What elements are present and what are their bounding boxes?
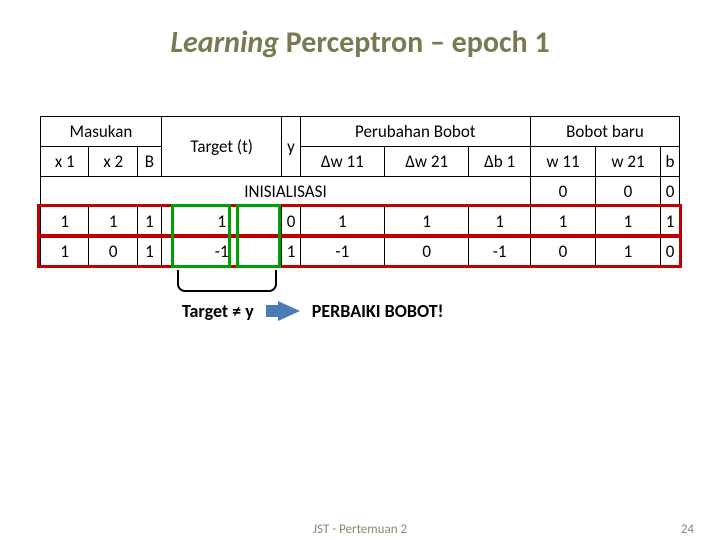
init-w11: 0 [530,177,595,207]
r1-dw11: -1 [300,237,384,267]
r1-x2: 0 [89,237,137,267]
r1-y: 1 [282,237,300,267]
r0-y: 0 [282,207,300,237]
hdr-db1: Δb 1 [469,147,531,177]
r0-x1: 1 [41,207,89,237]
hdr-w21: w 21 [595,147,660,177]
r0-w11: 1 [530,207,595,237]
note-row: Target ≠ y PERBAIKI BOBOT! [182,300,444,322]
note-right: PERBAIKI BOBOT! [312,300,444,322]
hdr-y: y [282,117,300,177]
hdr-w11: w 11 [530,147,595,177]
footer-page: 24 [681,522,694,537]
hdr-target: Target (t) [161,117,282,177]
hdr-bobot-baru: Bobot baru [530,117,679,147]
hdr-dw21: Δw 21 [384,147,468,177]
r0-b: 1 [661,207,680,237]
hdr-masukan: Masukan [41,117,162,147]
title-italic: Learning [170,24,279,61]
note-left: Target ≠ y [182,300,254,322]
hdr-perubahan: Perubahan Bobot [300,117,530,147]
perceptron-table: Masukan Target (t) y Perubahan Bobot Bob… [40,116,680,267]
init-label: INISIALISASI [41,177,531,207]
r1-w21: 1 [595,237,660,267]
r0-x2: 1 [89,207,137,237]
hdr-b: b [661,147,680,177]
r0-w21: 1 [595,207,660,237]
r1-dw21: 0 [384,237,468,267]
bracket-icon [177,270,277,292]
r1-w11: 0 [530,237,595,267]
slide-title: Learning Perceptron – epoch 1 [0,0,720,61]
r1-x1: 1 [41,237,89,267]
init-w21: 0 [595,177,660,207]
r0-B: 1 [137,207,161,237]
r1-db1: -1 [469,237,531,267]
arrow-right-icon [266,301,300,321]
table-container: Masukan Target (t) y Perubahan Bobot Bob… [40,116,680,267]
hdr-dw11: Δw 11 [300,147,384,177]
r0-t: 1 [161,207,282,237]
init-b: 0 [661,177,680,207]
footer-center: JST - Pertemuan 2 [313,522,407,537]
r0-dw11: 1 [300,207,384,237]
hdr-x1: x 1 [41,147,89,177]
r1-B: 1 [137,237,161,267]
hdr-B: B [137,147,161,177]
title-rest: Perceptron – epoch 1 [279,24,550,61]
hdr-x2: x 2 [89,147,137,177]
r1-t: -1 [161,237,282,267]
r0-dw21: 1 [384,207,468,237]
r1-b: 0 [661,237,680,267]
r0-db1: 1 [469,207,531,237]
